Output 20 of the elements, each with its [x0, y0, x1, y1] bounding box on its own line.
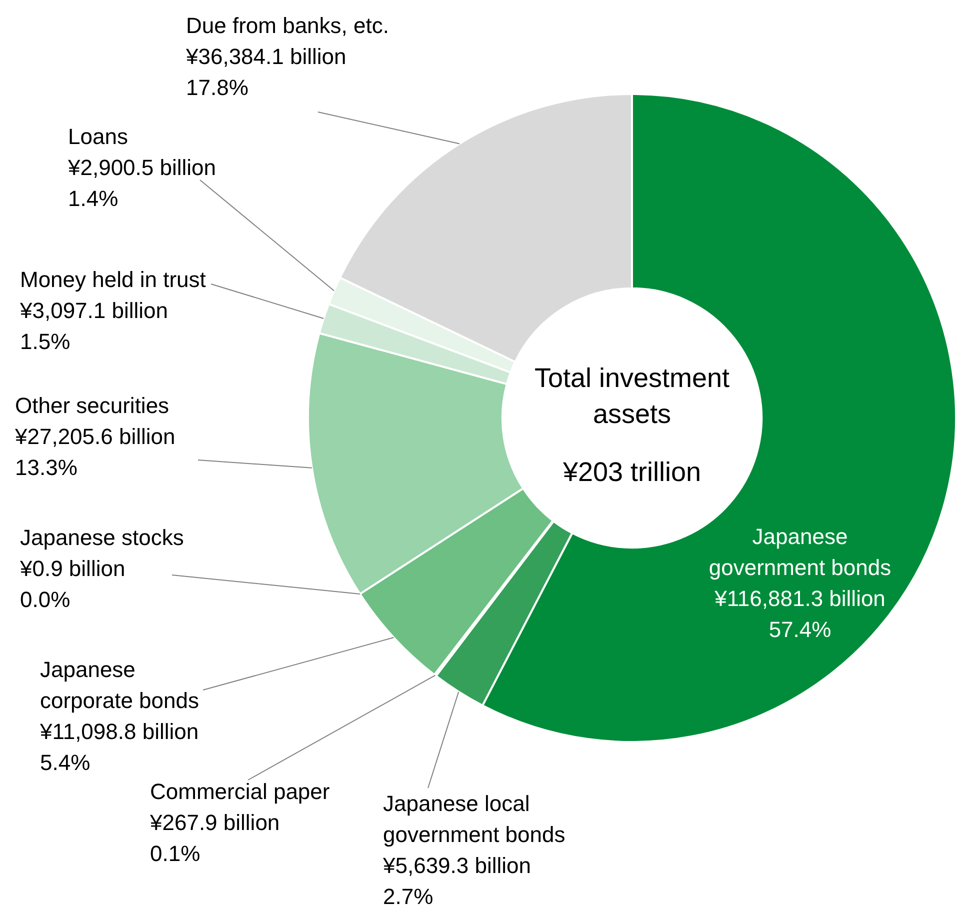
slice-label: Japanese local government bonds [383, 791, 566, 848]
slice-label: Japanese government bonds [708, 524, 892, 580]
data-label: ¥2,900.5 billion 1.4% [67, 155, 216, 212]
data-label: ¥116,881.3 billion 57.4% [714, 586, 886, 642]
category-label: Japanese stocks [20, 525, 184, 550]
slice-label: Due from banks, etc. [186, 13, 389, 38]
slice-label: Japanese corporate bonds [40, 657, 199, 714]
data-label: ¥267.9 billion 0.1% [149, 810, 280, 866]
data-label: ¥3,097.1 billion 1.5% [19, 298, 168, 354]
data-label: ¥5,639.3 billion 2.7% [382, 853, 532, 910]
data-label: ¥27,205.6 billion 13.3% [14, 424, 176, 480]
slice-label: Loans [68, 124, 128, 150]
text: ¥203 trillion [562, 456, 702, 487]
slice-label: Other securities [15, 393, 170, 418]
text: ¥0.9 billion 0.0% [20, 556, 126, 612]
data-label: ¥11,098.8 billion 5.4% [39, 719, 199, 776]
text: Total investment assets [534, 362, 730, 429]
slice-label: Money held in trust [20, 267, 206, 292]
data-label: ¥36,384.1 billion 17.8% [185, 44, 346, 100]
slice-label: Commercial paper [150, 779, 330, 804]
